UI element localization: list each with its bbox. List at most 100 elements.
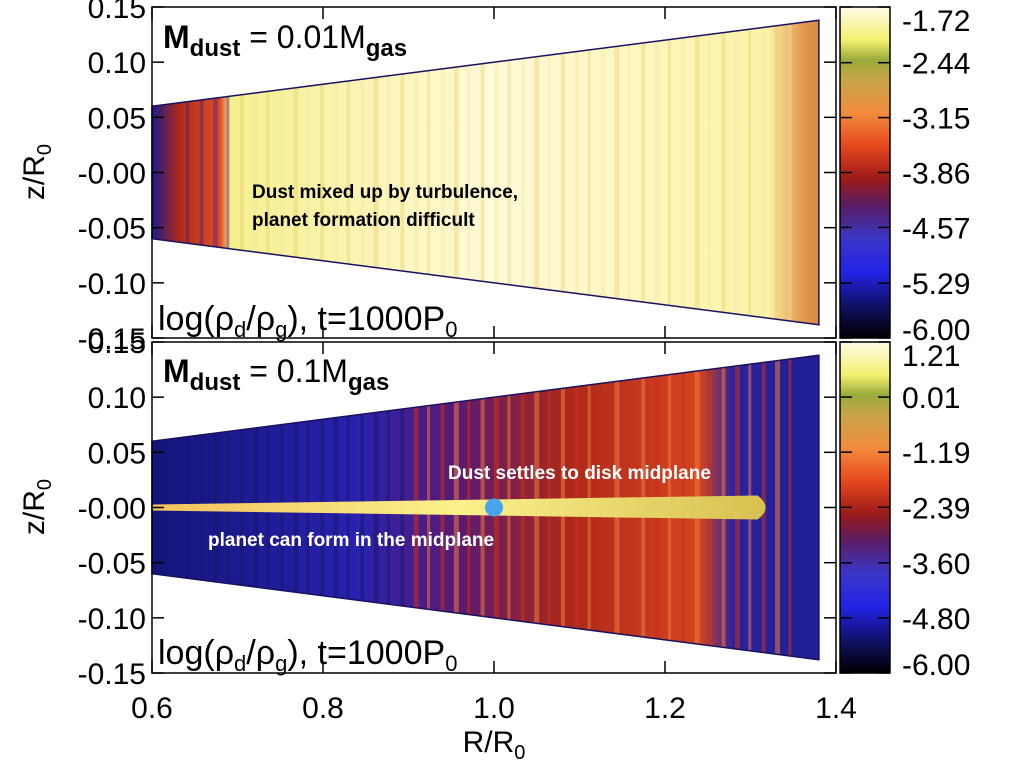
bottom-colorbar-ticks: 1.21 0.01 -1.19 -2.39 -3.60 -4.80 -6.00 — [840, 340, 970, 682]
top-stripe — [346, 20, 350, 325]
top-stripe — [708, 20, 712, 325]
colorbar-tick-label: -5.29 — [902, 268, 970, 301]
top-stripe — [386, 20, 390, 325]
colorbar-tick-label: 1.21 — [902, 340, 960, 373]
top-stripe — [641, 20, 646, 325]
top-colorbar-ticks: -1.72 -2.44 -3.15 -3.86 -4.57 -5.29 -6.00 — [840, 5, 970, 347]
x-tick-label: 0.6 — [131, 692, 173, 725]
y-tick-label: -0.00 — [78, 158, 146, 191]
top-stripe — [775, 20, 781, 325]
top-stripe — [279, 20, 284, 325]
top-stripe — [253, 20, 259, 325]
bottom-title-rhs: = 0.1M — [240, 353, 348, 389]
y-tick-label: 0.05 — [88, 102, 146, 135]
top-field-label: log(ρd/ρg), t=1000P0 — [158, 300, 457, 342]
top-stripe — [507, 20, 511, 325]
top-stripe — [520, 20, 525, 325]
y-tick-label: 0.15 — [88, 0, 146, 25]
top-stripe — [788, 20, 792, 325]
top-annotation-line-1: Dust mixed up by turbulence, — [252, 182, 518, 203]
top-y-ticks: 0.15 0.10 0.05 -0.00 -0.05 -0.10 -0.15 — [78, 0, 836, 356]
y-tick-label: 0.10 — [88, 382, 146, 415]
y-tick-label: 0.05 — [88, 437, 146, 470]
top-stripe — [734, 20, 740, 325]
y-tick-label: -0.15 — [78, 658, 146, 691]
bottom-title-main: M — [163, 353, 190, 389]
bot-stripe — [788, 355, 792, 660]
bottom-y-ticks: 0.15 0.10 0.05 -0.00 -0.05 -0.10 -0.15 — [78, 327, 836, 691]
top-stripe — [212, 20, 218, 325]
top-annotation-line-2: planet formation difficult — [252, 210, 475, 231]
colorbar-tick-label: -4.80 — [902, 603, 970, 636]
top-stripe — [400, 20, 405, 325]
top-stripe — [614, 20, 620, 325]
bottom-title-rhs-sub: gas — [348, 369, 389, 396]
y-tick-label: -0.10 — [78, 268, 146, 301]
top-stripe — [494, 20, 499, 325]
x-tick-label: 0.8 — [302, 692, 344, 725]
top-stripe — [761, 20, 766, 325]
y-tick-label: -0.10 — [78, 603, 146, 636]
top-stripe — [239, 20, 244, 325]
top-stripe — [333, 20, 339, 325]
top-title-rhs-sub: gas — [366, 35, 407, 62]
colorbar-tick-label: -2.39 — [902, 492, 970, 525]
top-stripe — [199, 20, 204, 325]
top-panel: 0.15 0.10 0.05 -0.00 -0.05 -0.10 -0.15 Mdust =… — [18, 0, 970, 356]
top-stripe — [560, 20, 565, 325]
bottom-annotation-settles: Dust settles to disk midplane — [448, 463, 711, 484]
y-tick-label: -0.00 — [78, 493, 146, 526]
top-stripe — [667, 20, 671, 325]
top-title-main: M — [163, 19, 190, 55]
top-stripe — [694, 20, 700, 325]
top-stripe — [654, 20, 660, 325]
colorbar-tick-label: -3.86 — [902, 158, 970, 191]
top-stripe — [534, 20, 540, 325]
top-stripe — [627, 20, 631, 325]
top-stripe — [467, 20, 471, 325]
top-stripe — [320, 20, 325, 325]
top-turbulence-stripes — [186, 20, 792, 325]
bottom-x-ticks: 0.6 0.8 1.0 1.2 1.4 — [131, 342, 857, 725]
bottom-y-axis-label: z/R0 — [18, 479, 56, 535]
top-stripe — [547, 20, 551, 325]
planet-marker — [485, 498, 503, 517]
colorbar-tick-label: -1.19 — [902, 437, 970, 470]
bottom-title-main-sub: dust — [190, 369, 241, 396]
colorbar-tick-label: -4.57 — [902, 212, 970, 245]
y-tick-label: -0.05 — [78, 213, 146, 246]
y-tick-label: 0.10 — [88, 47, 146, 80]
top-y-axis-label: z/R0 — [18, 144, 56, 200]
top-stripe — [453, 20, 459, 325]
x-tick-label: 1.2 — [644, 692, 686, 725]
top-title: Mdust = 0.01Mgas — [163, 19, 407, 62]
top-stripe — [427, 20, 431, 325]
x-tick-label: 1.0 — [473, 692, 515, 725]
top-stripe — [226, 20, 230, 325]
colorbar-tick-label: -2.44 — [902, 48, 970, 81]
top-stripe — [681, 20, 686, 325]
colorbar-tick-label: 0.01 — [902, 382, 960, 415]
bottom-annotation-planet: planet can form in the midplane — [208, 530, 494, 551]
colorbar-tick-label: -6.00 — [902, 649, 970, 682]
top-stripe — [480, 20, 485, 325]
top-title-main-sub: dust — [190, 35, 241, 62]
y-tick-label: -0.05 — [78, 548, 146, 581]
top-stripe — [601, 20, 606, 325]
colorbar-tick-label: -3.60 — [902, 548, 970, 581]
x-tick-label: 1.4 — [815, 692, 857, 725]
bottom-title: Mdust = 0.1Mgas — [163, 353, 389, 396]
colorbar-tick-label: -1.72 — [902, 5, 970, 38]
top-stripe — [440, 20, 445, 325]
colorbar-tick-label: -6.00 — [902, 314, 970, 347]
bottom-midplane-dust-layer — [152, 495, 766, 520]
y-tick-label: 0.15 — [88, 327, 146, 360]
top-stripe — [266, 20, 270, 325]
top-stripe — [373, 20, 379, 325]
bottom-field-label: log(ρd/ρg), t=1000P0 — [158, 634, 457, 676]
top-x-tick-marks — [151, 7, 837, 338]
top-stripe — [186, 20, 190, 325]
top-stripe — [306, 20, 310, 325]
top-stripe — [748, 20, 752, 325]
